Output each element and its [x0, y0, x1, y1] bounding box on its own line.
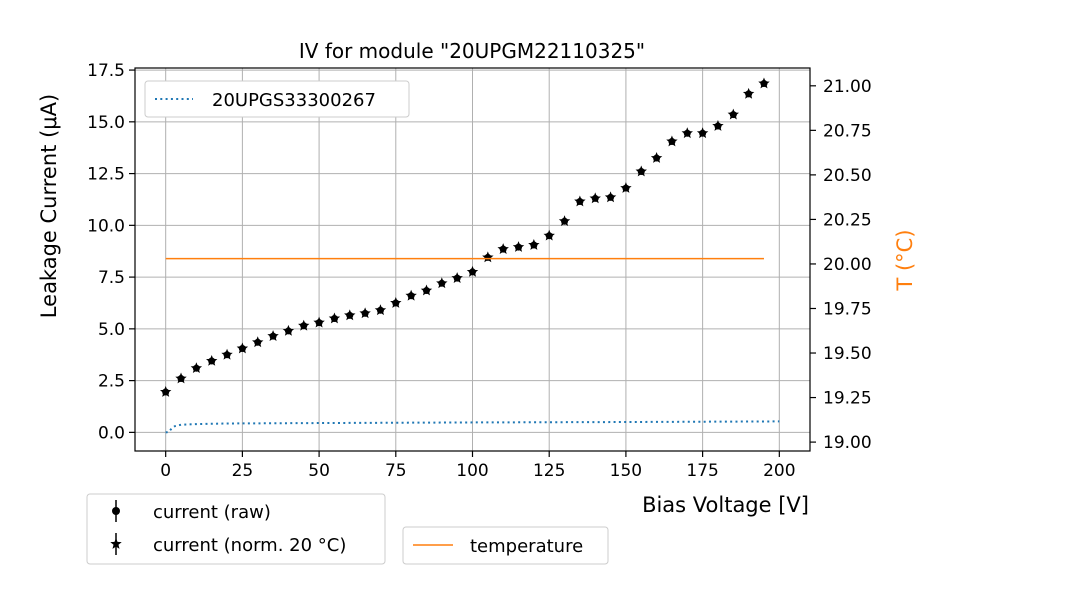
x-axis-label: Bias Voltage [V]: [642, 493, 809, 517]
legend-reference-label: 20UPGS33300267: [212, 90, 376, 111]
y-tick-label: 17.5: [87, 61, 125, 81]
y2-tick-label: 20.25: [823, 210, 872, 230]
norm-current-point: [252, 336, 264, 348]
legend-norm-label: current (norm. 20 °C): [153, 535, 346, 556]
norm-current-point: [282, 324, 295, 336]
norm-current-point: [451, 272, 463, 283]
norm-current-point: [742, 87, 755, 99]
y2-tick-label: 19.75: [823, 299, 872, 319]
y-tick-label: 12.5: [87, 165, 125, 185]
x-tick-label: 75: [385, 461, 407, 481]
norm-current-point: [466, 265, 479, 277]
legend-raw-marker: [112, 507, 120, 515]
norm-current-point: [374, 304, 387, 316]
x-tick-label: 150: [610, 461, 642, 481]
norm-current-point: [190, 362, 203, 374]
y2-tick-label: 19.00: [823, 433, 872, 453]
legend-temperature: temperature: [402, 526, 609, 565]
y-tick-label: 15.0: [87, 113, 125, 133]
norm-current-point: [558, 215, 571, 227]
norm-current-point: [650, 152, 663, 163]
y-tick-label: 2.5: [98, 372, 125, 392]
norm-current-point: [482, 251, 494, 263]
y-tick-label: 0.0: [98, 423, 125, 443]
y-axis-label: Leakage Current (μA): [37, 94, 61, 318]
reference-line: [165, 420, 780, 434]
x-tick-label: 100: [456, 461, 488, 481]
y-tick-label: 7.5: [98, 268, 125, 288]
norm-current-point: [436, 277, 448, 289]
norm-current-point: [681, 127, 693, 139]
legend-temperature-label: temperature: [470, 536, 583, 557]
norm-current-point: [221, 348, 233, 360]
norm-current-point: [236, 342, 249, 354]
y2-tick-label: 19.50: [823, 344, 872, 364]
y2-tick-label: 19.25: [823, 389, 872, 409]
legend-current: current (raw) current (norm. 20 °C): [86, 493, 386, 565]
norm-current-point: [635, 165, 647, 177]
legend-raw-label: current (raw): [153, 502, 271, 523]
norm-current-point: [712, 119, 724, 131]
norm-current-point: [420, 284, 433, 296]
y2-tick-label: 20.50: [823, 166, 872, 186]
norm-current-point: [390, 296, 402, 308]
norm-current-point: [497, 243, 509, 254]
norm-current-point: [666, 135, 678, 147]
norm-current-point: [159, 386, 172, 397]
y2-tick-label: 21.00: [823, 77, 872, 97]
chart-title: IV for module "20UPGM22110325": [299, 39, 645, 63]
norm-current-point: [175, 372, 187, 384]
y-tick-label: 10.0: [87, 216, 125, 236]
norm-current-point: [344, 309, 356, 321]
x-tick-label: 50: [308, 461, 330, 481]
ticks-layer: 0 25 50 75 100 125 150 175 200 0.0 2.5 5.0 7.5 10.0 12…: [87, 61, 872, 481]
norm-current-point: [574, 195, 586, 207]
norm-current-point: [589, 192, 601, 204]
norm-current-point: [604, 191, 617, 203]
norm-current-point: [267, 330, 279, 341]
x-tick-label: 175: [686, 461, 718, 481]
y2-axis-label: T (°C): [893, 229, 917, 291]
x-tick-label: 125: [533, 461, 565, 481]
y2-tick-label: 20.75: [823, 121, 872, 141]
norm-current-point: [313, 316, 325, 328]
norm-current-point: [206, 354, 218, 366]
y2-tick-label: 20.00: [823, 255, 872, 275]
x-tick-label: 200: [763, 461, 795, 481]
norm-current-point: [405, 289, 417, 301]
y-tick-label: 5.0: [98, 320, 125, 340]
norm-current-point: [298, 319, 310, 331]
norm-current-point: [328, 312, 341, 324]
norm-current-point: [512, 241, 525, 252]
norm-current-point: [696, 127, 709, 139]
norm-current-point: [620, 182, 632, 193]
legend-reference: 20UPGS33300267: [144, 80, 410, 118]
x-tick-label: 0: [160, 461, 171, 481]
norm-current-point: [727, 108, 739, 120]
norm-current-point: [359, 307, 371, 319]
norm-current-point: [528, 239, 540, 250]
norm-current-point: [543, 229, 555, 241]
legend-norm-marker: [110, 538, 122, 549]
norm-current-point: [758, 77, 770, 89]
series-layer: [159, 77, 780, 434]
x-tick-label: 25: [232, 461, 254, 481]
grid-layer: [135, 68, 810, 451]
